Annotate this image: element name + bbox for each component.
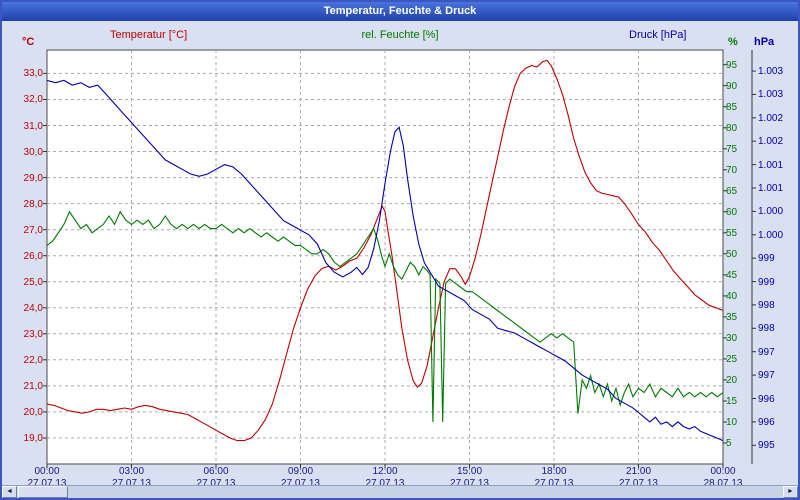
unit-percent-label: % <box>728 36 738 48</box>
left-arrow-icon: ◄ <box>6 488 13 495</box>
unit-celsius-label: °C <box>22 36 35 48</box>
titlebar: Temperatur, Feuchte & Druck <box>2 2 798 21</box>
scrollbar-thumb[interactable] <box>18 486 68 498</box>
legend-pressure: Druck [hPa] <box>629 29 687 41</box>
legend-temperature: Temperatur [°C] <box>110 29 188 41</box>
horizontal-scrollbar[interactable]: ◄ ► <box>2 485 798 498</box>
unit-hpa-label: hPa <box>754 36 775 48</box>
scrollbar-right-button[interactable]: ► <box>783 486 798 498</box>
legend-humidity: rel. Feuchte [%] <box>361 29 439 41</box>
scrollbar-left-button[interactable]: ◄ <box>2 486 17 498</box>
right-arrow-icon: ► <box>787 488 794 495</box>
window-title: Temperatur, Feuchte & Druck <box>323 5 477 17</box>
